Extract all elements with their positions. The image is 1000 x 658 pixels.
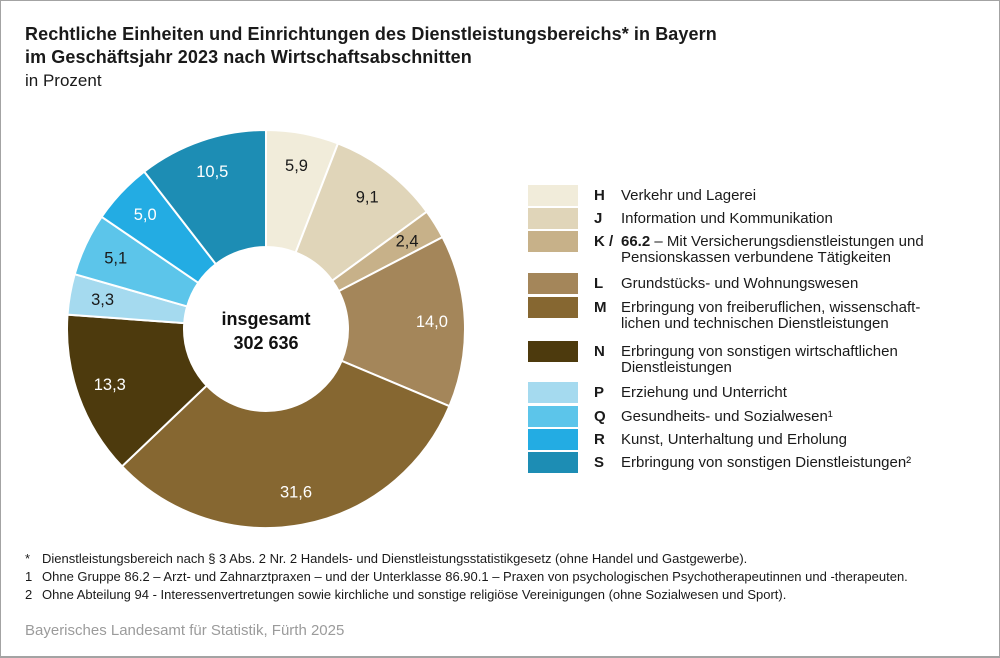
legend-label: Erbringung von freiberuflichen, wissensc…: [621, 299, 921, 332]
legend-item-Q: Q Gesundheits- und Sozialwesen¹: [528, 406, 990, 427]
pie-slice-S: [142, 128, 267, 266]
legend-letter: Q: [594, 408, 606, 425]
pie-slice-labels: 5,9 9,1 2,4 14,0 31,6 13,3 3,3 5,1 5,0 10,5: [91, 157, 448, 501]
pie-slice-L: [337, 235, 466, 408]
footnote-text: Dienstleistungsbereich nach § 3 Abs. 2 N…: [42, 551, 748, 566]
legend-swatch: [528, 341, 578, 362]
legend-letter: P: [594, 384, 605, 401]
pie-slice-value: 31,6: [280, 483, 312, 501]
legend-letter: R: [594, 431, 605, 448]
legend-item-H: H Verkehr und Lagerei: [528, 185, 990, 206]
legend-swatch: [528, 452, 578, 473]
legend-label: Information und Kommunikation: [621, 210, 833, 227]
legend-swatch: [528, 208, 578, 229]
pie-slice-value: 13,3: [94, 376, 126, 394]
pie-slice-N: [66, 313, 209, 468]
pie-slice-value: 5,0: [134, 206, 157, 224]
legend-item-R: R Kunst, Unterhaltung und Erholung: [528, 429, 990, 450]
legend-letter: H: [594, 187, 605, 204]
legend-item-S: S Erbringung von sonstigen Dienstleistung…: [528, 452, 990, 473]
source-note: Bayerisches Landesamt für Statistik, Für…: [25, 622, 345, 639]
footnote-text: Ohne Abteilung 94 - Interessenvertretung…: [42, 587, 787, 602]
legend-swatch: [528, 297, 578, 318]
legend-item-N: N Erbringung von sonstigen wirtschaftlich…: [528, 341, 990, 376]
center-total-value: 302 636: [233, 333, 298, 353]
pie-slice-value: 14,0: [416, 313, 448, 331]
pie-slice-value: 9,1: [356, 188, 379, 206]
legend-label: Kunst, Unterhaltung und Erholung: [621, 431, 847, 448]
legend-letter: S: [594, 454, 605, 471]
legend-label: Verkehr und Lagerei: [621, 187, 757, 204]
page-title: Rechtliche Einheiten und Einrichtungen d…: [25, 23, 985, 69]
pie-slice-value: 10,5: [196, 163, 228, 181]
legend-swatch: [528, 185, 578, 206]
legend-swatch: [528, 406, 578, 427]
legend-swatch: [528, 273, 578, 294]
footnote: 2 Ohne Abteilung 94 - Interessenvertretun…: [25, 586, 990, 604]
legend-item-M: M Erbringung von freiberuflichen, wissens…: [528, 297, 990, 332]
legend-label: Erbringung von sonstigen wirtschaftliche…: [621, 343, 898, 376]
legend-label: Gesundheits- und Sozialwesen¹: [621, 408, 833, 425]
footnote-marker: 2: [25, 587, 33, 602]
legend-letter: J: [594, 210, 603, 227]
center-total: insgesamt 302 636: [221, 309, 310, 353]
legend-item-L: L Grundstücks- und Wohnungswesen: [528, 273, 990, 294]
legend-item-K: K / 66.2 – Mit Versicherungsdienstleistun…: [528, 231, 990, 266]
pie-slice-value: 5,9: [285, 157, 308, 175]
legend-label: Erziehung und Unterricht: [621, 384, 787, 401]
title-line-1: Rechtliche Einheiten und Einrichtungen d…: [25, 24, 717, 44]
legend-item-P: P Erziehung und Unterricht: [528, 382, 990, 403]
pie-slice-M: [120, 359, 451, 529]
legend-swatch: [528, 382, 578, 403]
subtitle-unit: in Prozent: [25, 71, 102, 90]
pie-slice-value: 2,4: [396, 233, 419, 251]
legend-letter: L: [594, 275, 604, 292]
legend-item-J: J Information und Kommunikation: [528, 208, 990, 229]
footnote-marker: 1: [25, 569, 33, 584]
pie-slices: [66, 128, 466, 529]
legend-letter: K /: [594, 233, 614, 250]
legend-label: 66.2 – Mit Versicherungsdienstleistungen…: [621, 233, 924, 266]
legend: H Verkehr und Lagerei J Information und Kom…: [528, 185, 990, 473]
legend-letter: N: [594, 343, 605, 360]
donut-chart: 5,9 9,1 2,4 14,0 31,6 13,3 3,3 5,1 5,0 10,5 insge…: [66, 128, 466, 529]
footnotes: * Dienstleistungsbereich nach § 3 Abs. 2 …: [25, 550, 990, 604]
legend-swatch: [528, 429, 578, 450]
title-line-2: im Geschäftsjahr 2023 nach Wirtschaftsab…: [25, 47, 472, 67]
pie-slice-value: 3,3: [91, 291, 114, 309]
header: Rechtliche Einheiten und Einrichtungen d…: [25, 23, 985, 92]
legend-label: Erbringung von sonstigen Dienstleistunge…: [621, 454, 912, 471]
footnote-marker: *: [25, 551, 31, 566]
center-total-caption: insgesamt: [221, 309, 310, 329]
legend-swatch: [528, 231, 578, 252]
footnote-text: Ohne Gruppe 86.2 – Arzt- und Zahnarztpra…: [42, 569, 908, 584]
footnote: 1 Ohne Gruppe 86.2 – Arzt- und Zahnarztpr…: [25, 568, 990, 586]
footnote: * Dienstleistungsbereich nach § 3 Abs. 2 …: [25, 550, 990, 568]
legend-letter: M: [594, 299, 607, 316]
pie-slice-value: 5,1: [104, 250, 127, 268]
legend-label: Grundstücks- und Wohnungswesen: [621, 275, 859, 292]
